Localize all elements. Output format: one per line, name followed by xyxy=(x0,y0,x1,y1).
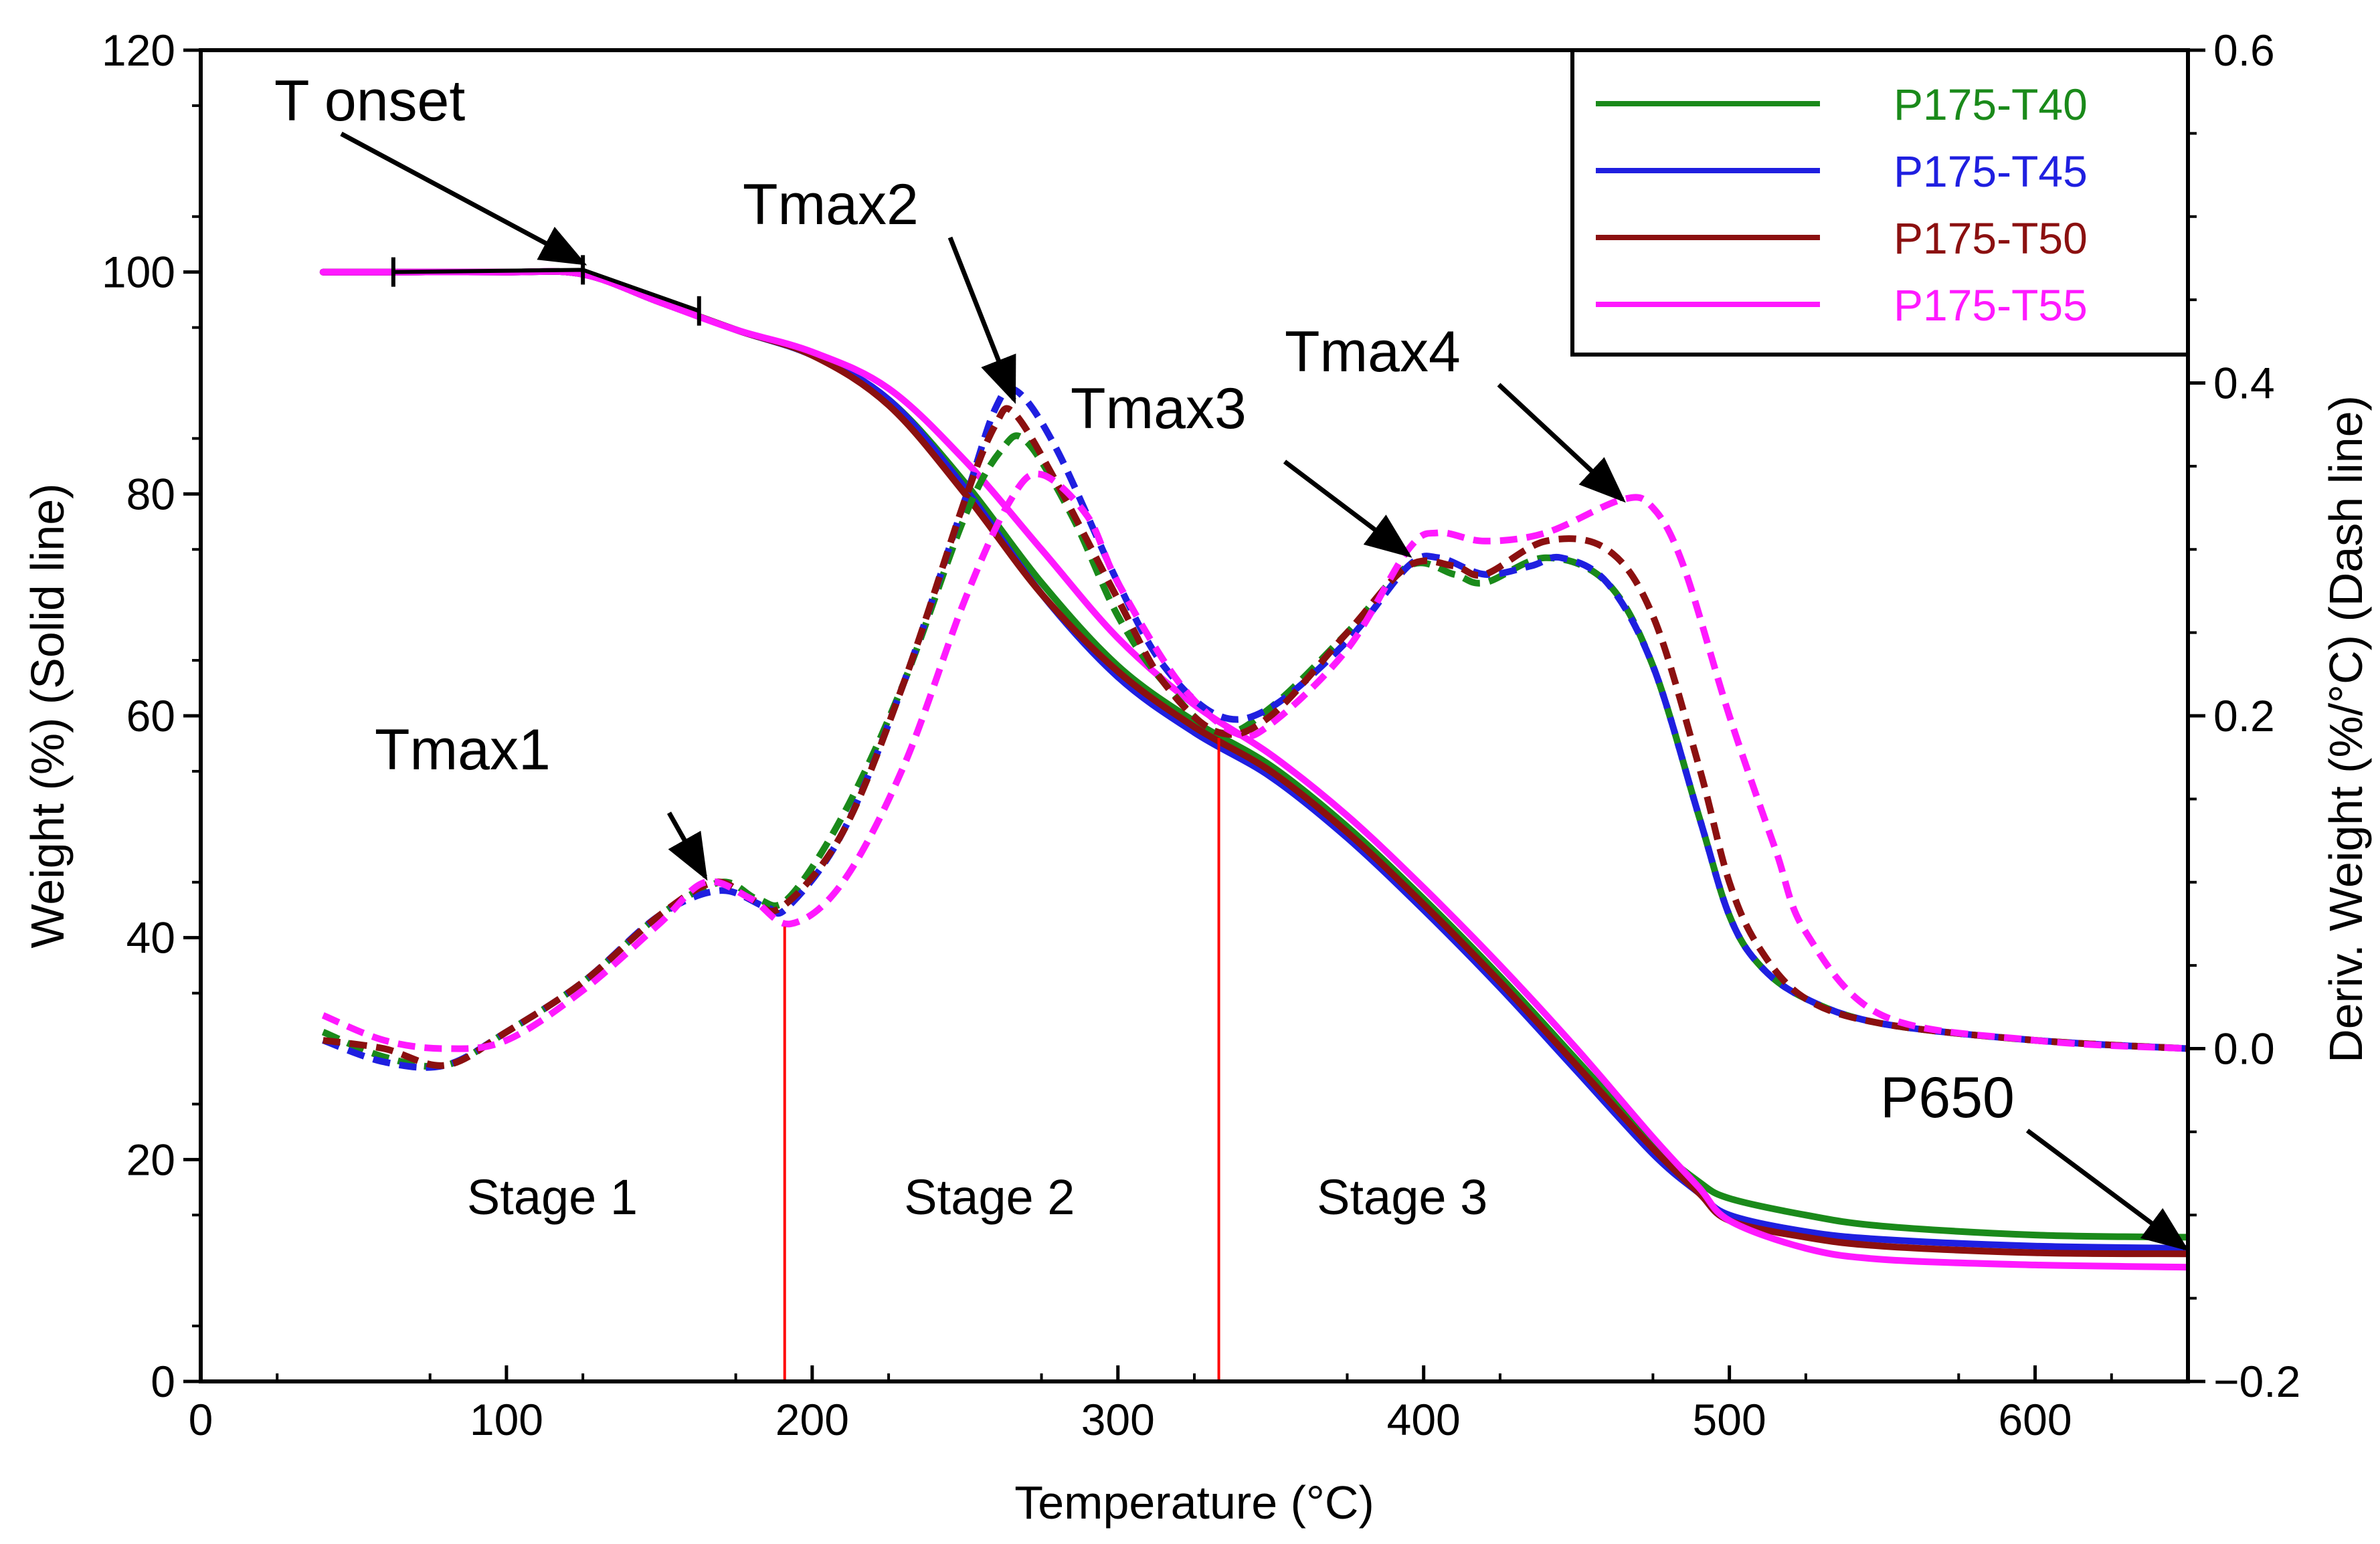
legend-label-p175-t55: P175-T55 xyxy=(1894,280,2088,330)
annotation-p650: P650 xyxy=(1880,1066,2015,1130)
x-tick-label: 100 xyxy=(470,1395,543,1444)
y-right-tick-label: −0.2 xyxy=(2213,1357,2300,1406)
annotation-layer: T onset Tmax1 Tmax2 Tmax3 Tmax4 P650 xyxy=(274,69,2189,1252)
weight-line-p175-t55 xyxy=(319,268,2188,1271)
annotation-arrow-5 xyxy=(1497,383,1626,503)
annotation-arrow-1 xyxy=(340,131,587,266)
annotation-arrow-6 xyxy=(2025,1129,2189,1252)
legend-label-p175-t50: P175-T50 xyxy=(1894,213,2088,263)
legend-label-p175-t40: P175-T40 xyxy=(1894,80,2088,129)
x-tick-label: 400 xyxy=(1387,1395,1461,1444)
legend: P175-T40 P175-T45 P175-T50 P175-T55 xyxy=(1570,48,2190,357)
legend-box xyxy=(1570,48,2190,357)
axes-layer: 0 100 200 300 400 500 600 0 20 40 60 80 100 120 −0.2 0.… xyxy=(21,25,2372,1529)
x-tick-label: 200 xyxy=(775,1395,849,1444)
y-left-axis-title: Weight (%) (Solid line) xyxy=(21,483,74,948)
deriv-line-p175-t55 xyxy=(321,470,2188,1052)
y-left-tick-label: 100 xyxy=(102,248,175,297)
y-right-tick-label: 0.6 xyxy=(2213,25,2275,75)
y-left-tick-label: 0 xyxy=(151,1357,175,1406)
annotation-tmax3: Tmax3 xyxy=(1071,377,1247,441)
deriv-line-p175-t45 xyxy=(322,385,2188,1071)
y-left-tick-label: 120 xyxy=(102,25,175,75)
x-tick-label: 300 xyxy=(1081,1395,1155,1444)
annotation-arrow-2 xyxy=(666,811,708,881)
y-left-tick-label: 60 xyxy=(126,691,175,741)
y-right-tick-label: 0.2 xyxy=(2213,691,2275,741)
stage-label-3: Stage 3 xyxy=(1317,1169,1487,1225)
annotation-arrow-4 xyxy=(1283,460,1412,558)
x-tick-label: 500 xyxy=(1693,1395,1766,1444)
y-left-tick-label: 20 xyxy=(126,1135,175,1184)
annotation-tmax2: Tmax2 xyxy=(743,173,919,237)
y-left-tick-label: 80 xyxy=(126,469,175,518)
legend-label-p175-t45: P175-T45 xyxy=(1894,147,2088,196)
y-right-tick-label: 0.4 xyxy=(2213,359,2275,408)
stage-label-1: Stage 1 xyxy=(467,1169,638,1225)
series-layer xyxy=(319,268,2188,1271)
annotation-tmax4: Tmax4 xyxy=(1285,320,1461,384)
stage-layer: Stage 1 Stage 2 Stage 3 xyxy=(467,738,1487,1381)
y-left-tick-label: 40 xyxy=(126,913,175,963)
annotation-arrow-3 xyxy=(947,236,1016,404)
x-tick-label: 600 xyxy=(1998,1395,2072,1444)
y-right-tick-label: 0.0 xyxy=(2213,1024,2275,1074)
y-right-axis-title: Deriv. Weight (%/°C) (Dash line) xyxy=(2320,395,2372,1063)
annotation-tmax1: Tmax1 xyxy=(375,718,551,782)
x-tick-label: 0 xyxy=(189,1395,213,1444)
stage-label-2: Stage 2 xyxy=(904,1169,1075,1225)
annotation-t-onset: T onset xyxy=(274,69,465,133)
x-axis-title: Temperature (°C) xyxy=(1014,1476,1374,1529)
